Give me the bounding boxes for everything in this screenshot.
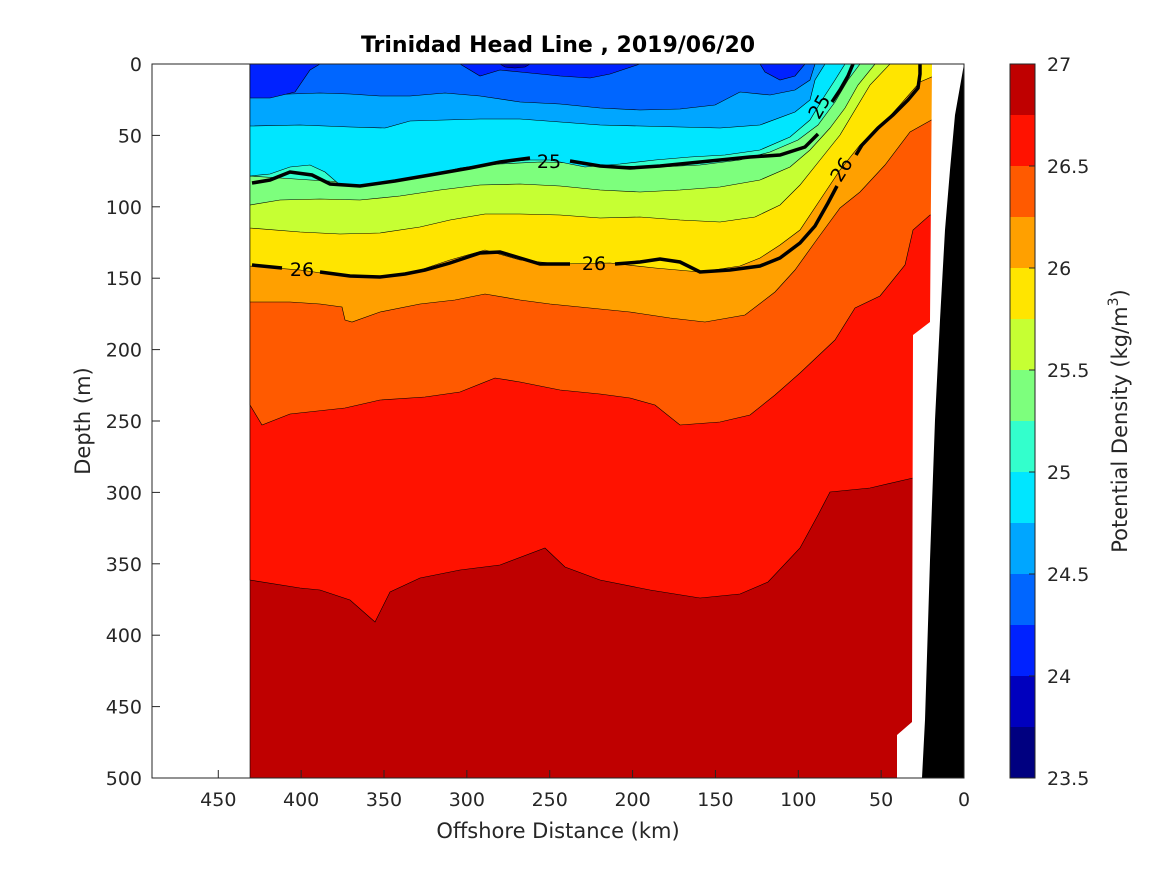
colorbar-tick-label: 24: [1047, 666, 1071, 688]
x-tick-label: 450: [200, 789, 236, 811]
y-axis-label: Depth (m): [71, 367, 95, 474]
colorbar: 27 26.5 26 25.5 25 24.5 24 23.5: [1009, 54, 1089, 790]
density-band-24-0: [249, 64, 962, 99]
y-tick-label: 50: [118, 125, 142, 147]
colorbar-segment: [1010, 625, 1035, 676]
colorbar-segment: [1010, 421, 1035, 472]
colorbar-frame: [1009, 63, 1036, 779]
x-tick-label: 350: [366, 789, 402, 811]
contour-line-26: [251, 64, 922, 279]
colorbar-label: Potential Density (kg/m3): [1106, 289, 1132, 553]
colorbar-tick-label: 25.5: [1047, 360, 1089, 382]
chart-title: Trinidad Head Line , 2019/06/20: [361, 33, 755, 58]
colorbar-label-suffix: ): [1108, 289, 1132, 297]
colorbar-segment: [1010, 574, 1035, 625]
y-tick-label: 150: [106, 268, 142, 290]
x-axis-label: Offshore Distance (km): [436, 819, 679, 843]
colorbar-tick-label: 23.5: [1047, 768, 1089, 790]
contour-label-26-a: 26: [290, 259, 314, 281]
colorbar-segment: [1010, 166, 1035, 217]
contour-label-26-b: 26: [582, 253, 606, 275]
colorbar-tick-label: 26.5: [1047, 156, 1089, 178]
colorbar-segment: [1010, 523, 1035, 574]
y-tick-label: 500: [106, 768, 142, 790]
x-tick-label: 100: [780, 789, 816, 811]
x-tick-label: 250: [532, 789, 568, 811]
colorbar-segment: [1010, 727, 1035, 778]
contour-label-25-a: 25: [537, 151, 561, 173]
x-tick-label: 150: [697, 789, 733, 811]
colorbar-tick-label: 24.5: [1047, 564, 1089, 586]
seafloor-mask: [922, 64, 964, 778]
colorbar-tick-label: 27: [1047, 54, 1071, 76]
plot-area: 25 25 26 26 26: [151, 63, 965, 779]
contour-line-25: [251, 64, 855, 188]
colorbar-label-superscript: 3: [1106, 297, 1122, 306]
colorbar-segment: [1010, 115, 1035, 166]
colorbar-segment: [1010, 472, 1035, 523]
x-tick-label: 400: [283, 789, 319, 811]
y-tick-label: 400: [106, 625, 142, 647]
density-band-23-75: [499, 64, 531, 69]
y-tick-label: 250: [106, 411, 142, 433]
colorbar-segment: [1010, 64, 1035, 115]
x-tick-label: 200: [614, 789, 650, 811]
colorbar-segment: [1010, 676, 1035, 727]
y-tick-label: 0: [130, 54, 142, 76]
colorbar-tick-label: 26: [1047, 258, 1071, 280]
colorbar-segment: [1010, 319, 1035, 370]
colorbar-segment: [1010, 217, 1035, 268]
y-axis: 0 50 100 150 200 250 300 350 400 450 500: [106, 54, 160, 790]
y-tick-label: 350: [106, 554, 142, 576]
colorbar-tick-label: 25: [1047, 462, 1071, 484]
x-tick-label: 0: [958, 789, 970, 811]
colorbar-segment: [1010, 370, 1035, 421]
x-tick-label: 50: [869, 789, 893, 811]
y-tick-label: 100: [106, 197, 142, 219]
y-tick-label: 300: [106, 482, 142, 504]
y-tick-label: 450: [106, 697, 142, 719]
y-tick-label: 200: [106, 340, 142, 362]
colorbar-segment: [1010, 268, 1035, 319]
x-axis: 450 400 350 300 250 200 150 100 50 0: [200, 770, 970, 811]
colorbar-label-main: Potential Density (kg/m: [1108, 306, 1132, 552]
x-tick-label: 300: [449, 789, 485, 811]
